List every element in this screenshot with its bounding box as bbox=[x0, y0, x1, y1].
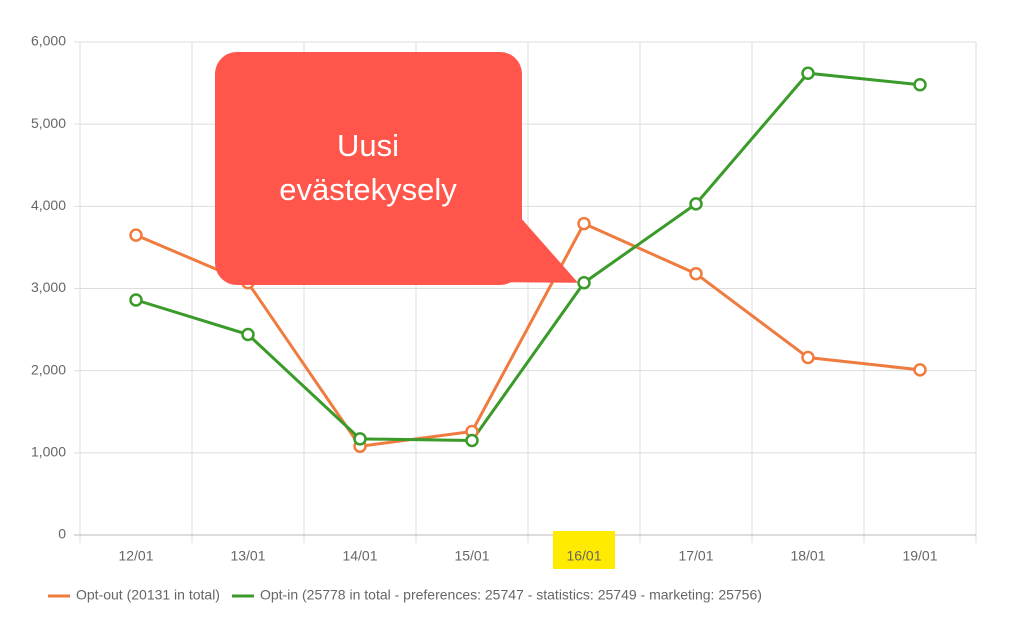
point bbox=[913, 77, 927, 92]
point bbox=[577, 216, 591, 231]
point bbox=[129, 228, 143, 242]
point bbox=[465, 433, 479, 448]
x-tick-label: 16/01 bbox=[566, 548, 601, 564]
y-tick-label: 2,000 bbox=[31, 361, 66, 377]
point bbox=[129, 293, 143, 307]
y-tick-label: 5,000 bbox=[31, 115, 66, 131]
x-tick-label: 18/01 bbox=[790, 548, 825, 564]
x-tick-label: 13/01 bbox=[230, 548, 265, 564]
point bbox=[241, 327, 255, 342]
series-line bbox=[135, 71, 921, 443]
legend-label: Opt-in (25778 in total - preferences: 25… bbox=[260, 587, 762, 603]
y-tick-label: 0 bbox=[58, 526, 66, 542]
point bbox=[801, 66, 815, 80]
x-tick-label: 19/01 bbox=[902, 548, 937, 564]
legend-label: Opt-out (20131 in total) bbox=[76, 587, 220, 603]
y-tick-label: 1,000 bbox=[31, 444, 66, 460]
point bbox=[801, 350, 815, 365]
highlight bbox=[553, 531, 615, 569]
legend: Opt-out (20131 in total) Opt-in (25778 in… bbox=[48, 587, 762, 603]
point bbox=[353, 432, 367, 446]
x-tick-label: 12/01 bbox=[118, 548, 153, 564]
point bbox=[913, 363, 927, 377]
series-line bbox=[135, 221, 921, 448]
x-tick-label: 15/01 bbox=[454, 548, 489, 564]
annotation: Uusi evästekysely bbox=[215, 52, 578, 285]
y-tick-label: 4,000 bbox=[31, 197, 66, 213]
point bbox=[689, 197, 703, 211]
y-tick-label: 6,000 bbox=[31, 33, 66, 49]
point bbox=[689, 266, 703, 281]
annotation-text: Uusi bbox=[337, 128, 399, 163]
y-tick-label: 3,000 bbox=[31, 279, 66, 295]
callout-pointer bbox=[470, 200, 578, 283]
callout-box bbox=[215, 52, 522, 285]
x-tick-label: 17/01 bbox=[678, 548, 713, 564]
x-tick-label: 14/01 bbox=[342, 548, 377, 564]
point bbox=[577, 275, 591, 290]
annotation-text: evästekysely bbox=[279, 172, 457, 207]
